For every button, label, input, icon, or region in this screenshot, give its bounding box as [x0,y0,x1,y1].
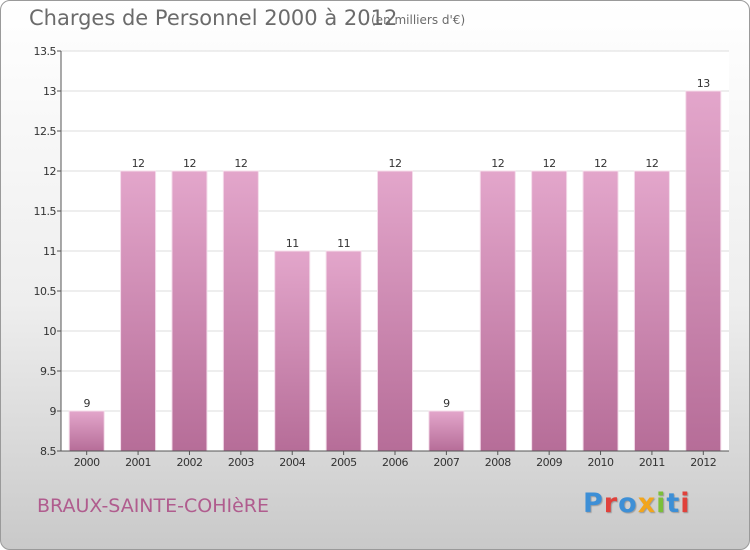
bar-2003 [222,170,259,452]
data-label: 12 [234,157,247,170]
y-tick-label: 8.5 [40,445,56,458]
x-tick-label: 2004 [279,456,305,469]
data-label: 12 [491,157,504,170]
x-tick-label: 2011 [639,456,665,469]
bar-2000 [68,410,105,452]
y-tick-label: 10 [43,325,56,338]
bar-2006 [377,170,413,452]
x-tick-label: 2006 [382,456,408,469]
chart-subtitle: (en milliers d'€) [371,13,466,27]
data-label: 12 [132,157,145,170]
data-label: 9 [83,397,90,410]
data-label: 11 [286,237,299,250]
logo-letter: P [583,488,604,519]
y-tick-label: 11.5 [34,205,57,218]
bars: 9 12 12 12 11 11 12 9 12 12 12 12 13 [68,77,722,452]
data-label: 13 [697,77,710,90]
data-label: 12 [645,157,658,170]
x-tick-label: 2001 [125,456,151,469]
logo-letter: o [618,488,638,519]
x-tick-label: 2009 [536,456,562,469]
bar-2004 [274,250,311,452]
commune-name: BRAUX-SAINTE-COHIèRE [37,495,269,517]
x-tick-label: 2012 [690,456,716,469]
bar-2007 [428,410,465,452]
y-tick-label: 10.5 [34,285,57,298]
proxiti-logo: Proxiti [583,488,691,519]
bar-2010 [582,170,619,452]
axes: 8.5 9 9.5 10 10.5 11 11.5 12 12.5 13 13.5 2000 2001 2… [34,45,729,469]
y-tick-label: 12.5 [34,125,57,138]
logo-letter: r [603,488,619,519]
data-label: 12 [543,157,556,170]
logo-letter: i [656,488,667,519]
bar-2009 [531,170,568,452]
bar-2002 [171,170,208,452]
x-tick-label: 2005 [331,456,357,469]
bar-2012 [685,90,722,452]
x-tick-label: 2007 [433,456,459,469]
x-tick-label: 2008 [485,456,511,469]
y-tick-label: 13.5 [34,45,57,58]
bar-2011 [633,170,670,452]
bar-2005 [325,250,362,452]
chart-title: Charges de Personnel 2000 à 2012 [29,6,398,30]
x-tick-label: 2010 [588,456,614,469]
y-tick-label: 11 [43,245,56,258]
data-label: 12 [594,157,607,170]
logo-letter: t [666,488,681,519]
bar-2008 [479,170,516,452]
data-label: 12 [183,157,196,170]
data-label: 12 [389,157,402,170]
bar-2001 [120,170,157,452]
logo-letter: x [637,488,657,519]
x-tick-label: 2003 [228,456,254,469]
x-tick-label: 2000 [74,456,100,469]
y-tick-label: 9 [50,405,57,418]
logo-letter: i [680,488,691,519]
y-tick-label: 9.5 [40,365,56,378]
data-label: 11 [337,237,350,250]
y-tick-label: 13 [43,85,56,98]
x-tick-label: 2002 [176,456,202,469]
data-label: 9 [443,397,450,410]
y-tick-label: 12 [43,165,56,178]
